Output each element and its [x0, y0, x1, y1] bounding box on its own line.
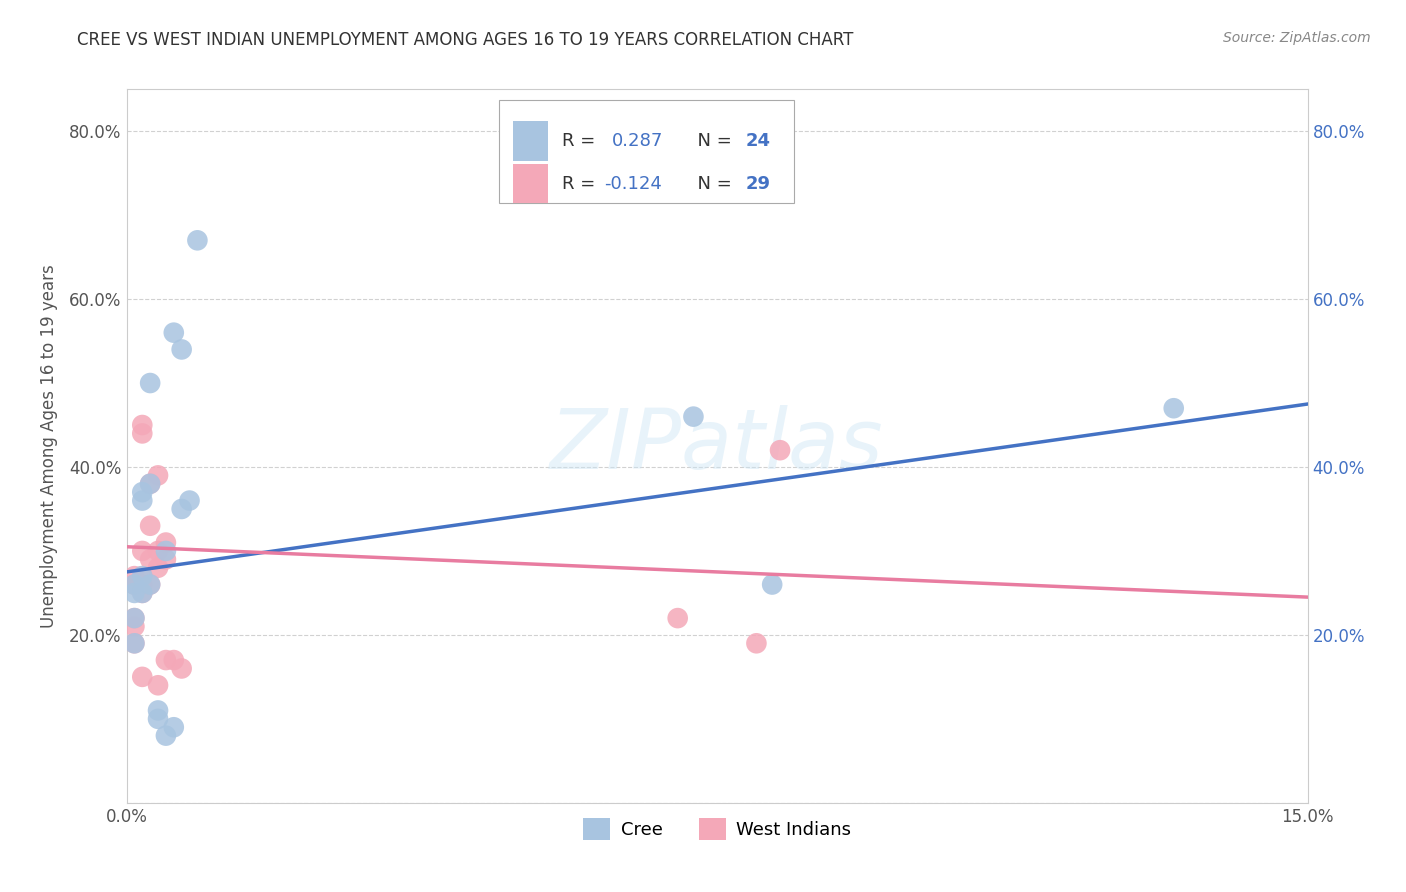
Point [124, 569, 146, 583]
Point [146, 468, 169, 483]
Point [155, 544, 177, 558]
Text: 24: 24 [745, 132, 770, 150]
Point [124, 577, 146, 591]
Point [131, 577, 153, 591]
Point [139, 518, 162, 533]
Point [124, 619, 146, 633]
Point [131, 586, 153, 600]
Point [179, 493, 201, 508]
Text: -0.124: -0.124 [603, 175, 662, 193]
Point [131, 426, 153, 441]
Legend: Cree, West Indians: Cree, West Indians [575, 811, 859, 847]
Point [170, 502, 193, 516]
Point [139, 577, 162, 591]
Point [146, 560, 169, 574]
Point [124, 636, 146, 650]
Point [139, 376, 162, 390]
Y-axis label: Unemployment Among Ages 16 to 19 years: Unemployment Among Ages 16 to 19 years [39, 264, 58, 628]
Point [146, 678, 169, 692]
Point [139, 552, 162, 566]
Point [131, 569, 153, 583]
Point [131, 586, 153, 600]
Point [146, 544, 169, 558]
Point [682, 409, 704, 424]
Point [124, 611, 146, 625]
Point [139, 577, 162, 591]
Point [163, 720, 186, 734]
Point [155, 535, 177, 549]
Point [124, 636, 146, 650]
Point [163, 326, 186, 340]
Text: 29: 29 [745, 175, 770, 193]
Point [170, 661, 193, 675]
Point [155, 653, 177, 667]
Point [745, 636, 768, 650]
FancyBboxPatch shape [499, 100, 794, 203]
Point [1163, 401, 1185, 416]
Point [131, 493, 153, 508]
Point [124, 577, 146, 591]
Text: R =: R = [562, 175, 602, 193]
Point [124, 611, 146, 625]
Text: N =: N = [686, 132, 738, 150]
Point [124, 577, 146, 591]
Point [131, 569, 153, 583]
Point [170, 343, 193, 357]
Text: ZIPatlas: ZIPatlas [550, 406, 884, 486]
Text: 0.287: 0.287 [612, 132, 664, 150]
Point [139, 476, 162, 491]
Point [131, 485, 153, 500]
FancyBboxPatch shape [513, 164, 548, 203]
Text: R =: R = [562, 132, 607, 150]
Point [131, 417, 153, 432]
Point [761, 577, 783, 591]
Text: CREE VS WEST INDIAN UNEMPLOYMENT AMONG AGES 16 TO 19 YEARS CORRELATION CHART: CREE VS WEST INDIAN UNEMPLOYMENT AMONG A… [77, 31, 853, 49]
Point [139, 476, 162, 491]
Point [163, 653, 186, 667]
Point [146, 712, 169, 726]
Point [131, 544, 153, 558]
Point [124, 586, 146, 600]
Text: N =: N = [686, 175, 738, 193]
Point [146, 703, 169, 717]
FancyBboxPatch shape [513, 121, 548, 161]
Point [155, 729, 177, 743]
Point [769, 443, 792, 458]
Text: Source: ZipAtlas.com: Source: ZipAtlas.com [1223, 31, 1371, 45]
Point [666, 611, 689, 625]
Point [131, 670, 153, 684]
Point [155, 552, 177, 566]
Point [186, 233, 208, 247]
